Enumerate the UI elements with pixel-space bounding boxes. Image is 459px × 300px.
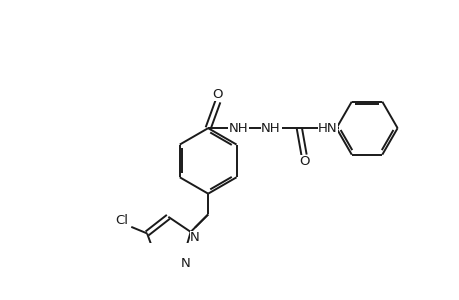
Text: NH: NH [228, 122, 247, 135]
Text: NH: NH [261, 122, 280, 135]
Text: O: O [212, 88, 223, 101]
Text: O: O [298, 155, 308, 168]
Text: N: N [190, 231, 200, 244]
Text: Cl: Cl [115, 214, 128, 227]
Text: N: N [181, 257, 190, 270]
Text: HN: HN [317, 122, 337, 135]
